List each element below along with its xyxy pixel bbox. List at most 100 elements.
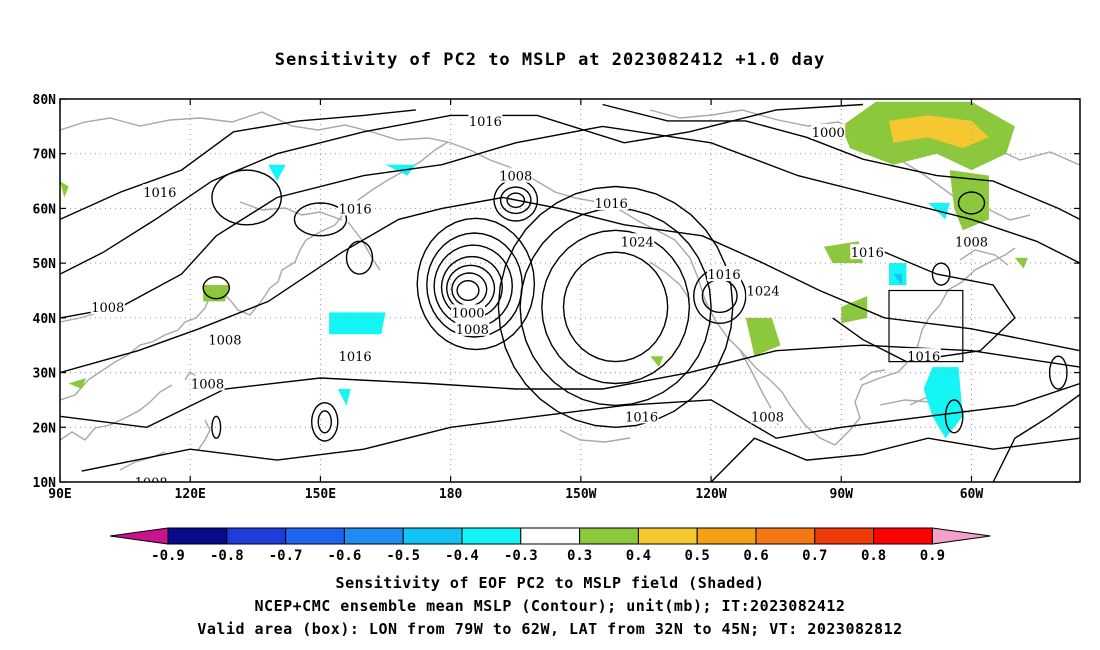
coastline bbox=[60, 384, 173, 441]
coastline bbox=[834, 247, 1016, 446]
shaded-region bbox=[745, 317, 781, 357]
colorbar-swatch bbox=[637, 527, 698, 545]
contour-label: 1016 bbox=[143, 186, 176, 201]
valid-area-box bbox=[888, 289, 964, 363]
colorbar-label: 0.8 bbox=[861, 548, 886, 564]
contour-label: 1024 bbox=[621, 235, 654, 250]
coastline bbox=[60, 239, 307, 401]
lat-tick-label: 20N bbox=[33, 421, 57, 436]
contour-label: 1000 bbox=[451, 306, 484, 321]
contour-line bbox=[602, 103, 1080, 221]
coastline bbox=[119, 451, 166, 471]
contour-line bbox=[832, 251, 1016, 363]
contour-label-bg bbox=[207, 331, 242, 347]
footer-line-3: Valid area (box): LON from 79W to 62W, L… bbox=[197, 620, 903, 638]
contour-line bbox=[293, 202, 348, 237]
lon-tick-label: 150W bbox=[565, 487, 596, 502]
contour-line bbox=[710, 437, 1080, 482]
shaded-region bbox=[60, 181, 69, 198]
coastline bbox=[959, 249, 1009, 266]
shaded-region bbox=[337, 389, 351, 406]
coastline bbox=[197, 419, 211, 451]
contour-line bbox=[426, 232, 524, 338]
coastline bbox=[859, 369, 886, 381]
lon-tick-label: 150E bbox=[305, 487, 336, 502]
contour-line bbox=[60, 109, 416, 221]
lon-tick-label: 120E bbox=[175, 487, 206, 502]
lat-tick-label: 80N bbox=[33, 93, 57, 108]
map-frame bbox=[59, 98, 1081, 483]
lon-tick-label: 120W bbox=[695, 487, 726, 502]
valid-area-rect bbox=[888, 289, 964, 363]
contour-label: 1016 bbox=[708, 268, 741, 283]
contour-label-bg bbox=[338, 348, 373, 364]
contour-label-bg bbox=[468, 112, 503, 128]
contour-line bbox=[310, 401, 339, 442]
contour-label-bg bbox=[142, 184, 177, 200]
contour-line bbox=[202, 276, 231, 300]
colorbar-swatch bbox=[579, 527, 639, 545]
lon-tick-label: 60W bbox=[960, 487, 984, 502]
contour-line bbox=[60, 125, 1080, 319]
shaded-region bbox=[893, 274, 902, 285]
contour-label-bg bbox=[707, 266, 742, 282]
contour-line bbox=[81, 382, 1080, 472]
contour-line bbox=[456, 279, 480, 302]
contour-label-bg bbox=[338, 200, 373, 216]
colorbar-label: -0.3 bbox=[504, 548, 538, 564]
colorbar-label: 0.4 bbox=[626, 548, 651, 564]
contour-label-bg bbox=[190, 375, 225, 391]
contour-label-bg bbox=[746, 282, 781, 298]
contour-line bbox=[562, 251, 669, 363]
coastline bbox=[347, 221, 381, 271]
contour-label: 1016 bbox=[625, 410, 658, 425]
colorbar-label: 0.3 bbox=[567, 548, 592, 564]
lon-tick-label: 180 bbox=[439, 487, 463, 502]
contour-label: 1016 bbox=[907, 350, 940, 365]
colorbar-swatch bbox=[285, 527, 345, 545]
contour-line bbox=[60, 103, 864, 275]
coastline bbox=[60, 111, 449, 143]
contour-label-bg bbox=[624, 408, 659, 424]
contour-label-bg bbox=[906, 348, 941, 364]
colorbar-high-end bbox=[931, 527, 991, 545]
contour-line bbox=[701, 278, 738, 314]
colorbar-label: -0.5 bbox=[386, 548, 420, 564]
colorbar-label: -0.9 bbox=[151, 548, 185, 564]
contour-line bbox=[957, 191, 986, 215]
contour-line bbox=[992, 393, 1080, 482]
contour-line bbox=[60, 196, 1080, 374]
contour-label: 1000 bbox=[812, 126, 845, 141]
lon-tick-label: 90W bbox=[830, 487, 854, 502]
lon-tick-label: 90E bbox=[48, 487, 71, 502]
contour-label: 1016 bbox=[339, 202, 372, 217]
contour-labels: 1016 1000 1016 1008 1016 1016 1024 1008 1016 1016… bbox=[90, 112, 989, 482]
contour-line bbox=[499, 186, 532, 215]
coastline bbox=[447, 141, 836, 446]
contour-label-bg bbox=[850, 244, 885, 260]
shaded-region bbox=[1014, 257, 1028, 269]
graticule bbox=[60, 99, 1080, 482]
contour-line bbox=[440, 255, 504, 319]
contour-line bbox=[944, 399, 964, 434]
shaded-region bbox=[650, 356, 664, 368]
coastline bbox=[649, 261, 691, 301]
colorbar-swatch bbox=[814, 527, 875, 545]
contour-label-bg bbox=[594, 194, 629, 210]
contour-label-bg bbox=[811, 123, 846, 139]
lat-tick-label: 40N bbox=[33, 312, 57, 327]
contour-label: 1016 bbox=[595, 197, 628, 212]
contour-label: 1016 bbox=[851, 246, 884, 261]
shaded-region bbox=[889, 115, 989, 149]
shaded-region bbox=[889, 263, 907, 285]
colorbar-label: 0.9 bbox=[920, 548, 945, 564]
colorbar-swatch bbox=[226, 527, 287, 545]
colorbar-label: 0.6 bbox=[743, 548, 768, 564]
contour-label: 1008 bbox=[751, 410, 784, 425]
contour-line bbox=[451, 272, 488, 307]
coastline bbox=[305, 141, 449, 241]
contour-label: 1008 bbox=[499, 170, 532, 185]
contour-label-bg bbox=[455, 320, 490, 336]
